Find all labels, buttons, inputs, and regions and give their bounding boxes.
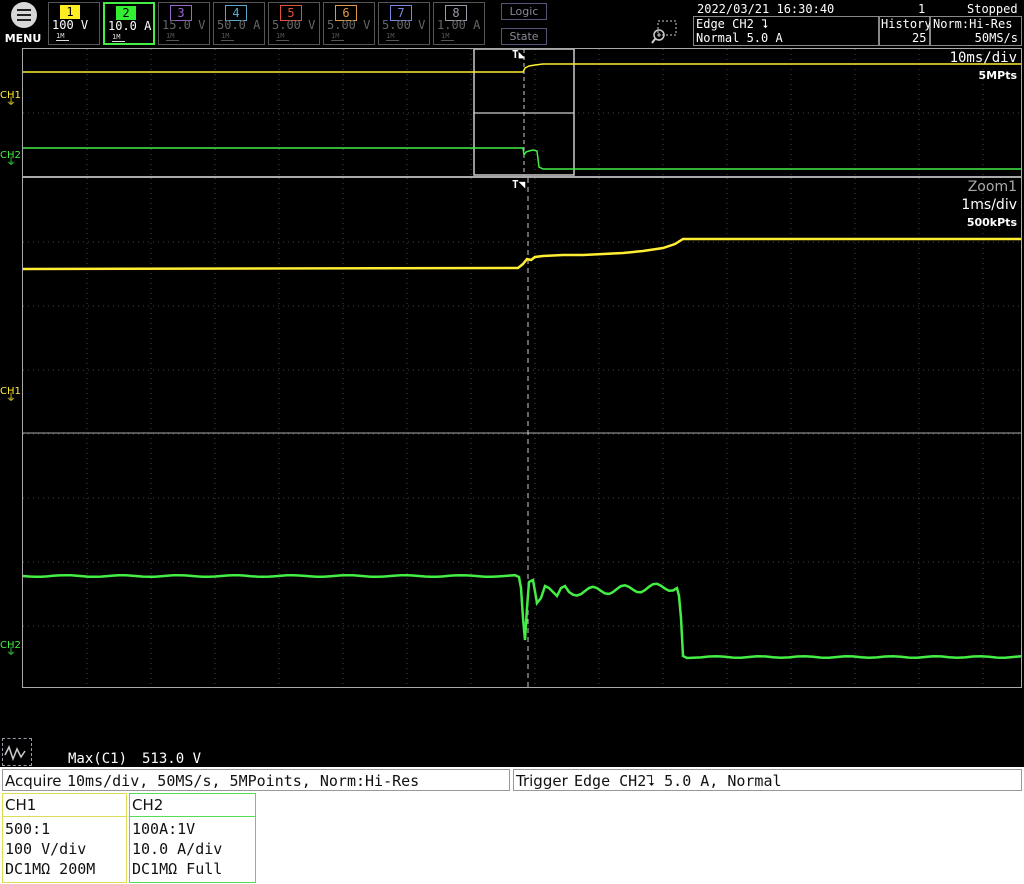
menu-icon xyxy=(11,2,37,28)
menu-button[interactable]: MENU xyxy=(2,2,44,46)
measure-value: 513.0 V xyxy=(142,751,202,767)
logic-button[interactable]: Logic xyxy=(501,3,547,20)
menu-label: MENU xyxy=(4,32,42,45)
ch2-panel-title: CH2 xyxy=(132,796,164,814)
trigger-summary[interactable]: Edge CH2 ⮧ Normal 5.0 A xyxy=(693,16,879,46)
main-ch1-label: CH1 xyxy=(0,90,21,101)
main-ch1-trace xyxy=(23,63,1021,73)
measure-label: Max(C1) xyxy=(68,751,128,767)
channel-1-scale: 100 V xyxy=(52,18,89,32)
channel-6-coupling-icon: 1M xyxy=(331,32,344,41)
channel-2-button[interactable]: 2 10.0 A 1M xyxy=(103,2,155,45)
ch1-panel-title: CH1 xyxy=(5,796,37,814)
ch2-probe: 100A:1V xyxy=(132,820,196,838)
channel-1-coupling-icon: 1M xyxy=(56,32,69,41)
channel-5-number: 5 xyxy=(280,5,302,21)
main-waveform-window[interactable]: 10ms/div 5MPts xyxy=(22,48,1022,177)
acquire-text: 10ms/div, 50MS/s, 5MPoints, Norm:Hi-Res xyxy=(67,772,420,790)
channel-2-scale: 10.0 A xyxy=(108,19,152,33)
channel-2-coupling-icon: 1M xyxy=(112,33,125,42)
run-status[interactable]: Stopped xyxy=(967,2,1018,16)
sample-rate: 50MS/s xyxy=(974,31,1018,45)
zoom-ch1-trace xyxy=(23,237,1021,271)
zoom-ch1-label: CH1 xyxy=(0,386,21,397)
acquire-summary[interactable]: Acquire 10ms/div, 50MS/s, 5MPoints, Norm… xyxy=(2,769,510,791)
trigger-label: Trigger xyxy=(516,772,568,790)
channel-7-button[interactable]: 7 5.00 V 1M xyxy=(378,2,430,45)
history-box[interactable]: History 25 xyxy=(879,16,932,46)
channel-7-scale: 5.00 V xyxy=(382,18,426,32)
channel-8-number: 8 xyxy=(445,5,467,21)
channel-3-number: 3 xyxy=(170,5,192,21)
channel-5-coupling-icon: 1M xyxy=(276,32,289,41)
channel-3-coupling-icon: 1M xyxy=(166,32,179,41)
history-label: History xyxy=(881,17,932,31)
trigger-line1: Edge CH2 ⮧ xyxy=(696,17,769,31)
zoom-ch2-label: CH2 xyxy=(0,640,21,651)
datetime: 2022/03/21 16:30:40 xyxy=(697,2,835,16)
main-points: 5MPts xyxy=(978,69,1017,82)
ch1-coupling: DC1MΩ 200M xyxy=(5,860,96,878)
channel-8-coupling-icon: 1M xyxy=(441,32,454,41)
channel-4-number: 4 xyxy=(225,5,247,21)
channel-7-coupling-icon: 1M xyxy=(386,32,399,41)
channel-7-number: 7 xyxy=(390,5,412,21)
zoom-ch2-marker[interactable]: CH2 ⏚ xyxy=(0,640,21,658)
info-panel xyxy=(0,767,1024,884)
zoom-points: 500kPts xyxy=(966,216,1017,229)
ch2-scale: 10.0 A/div xyxy=(132,840,223,858)
channel-4-coupling-icon: 1M xyxy=(221,32,234,41)
trigger-line2: Normal 5.0 A xyxy=(696,31,783,45)
channel-1-button[interactable]: 1 100 V 1M xyxy=(48,2,100,45)
acquisition-box[interactable]: Norm:Hi-Res 50MS/s xyxy=(930,16,1022,46)
channel-8-scale: 1.00 A xyxy=(437,18,481,32)
state-button[interactable]: State xyxy=(501,28,547,45)
channel-4-scale: 50.0 A xyxy=(217,18,261,32)
main-ch2-label: CH2 xyxy=(0,150,21,161)
zoom-ch1-marker[interactable]: CH1 ⏚ xyxy=(0,386,21,404)
ch1-settings-panel[interactable]: CH1 500:1 100 V/div DC1MΩ 200M xyxy=(2,793,127,883)
acquire-label: Acquire xyxy=(5,772,62,790)
acq-count: 1 xyxy=(918,2,926,16)
channel-3-button[interactable]: 3 15.0 V 1M xyxy=(158,2,210,45)
trigger-text: Edge CH2⮧ 5.0 A, Normal xyxy=(574,772,782,790)
ch1-probe: 500:1 xyxy=(5,820,51,838)
zoom-ch2-trace xyxy=(23,573,1021,660)
channel-8-button[interactable]: 8 1.00 A 1M xyxy=(433,2,485,45)
ch2-settings-panel[interactable]: CH2 100A:1V 10.0 A/div DC1MΩ Full xyxy=(129,793,256,883)
ch1-scale: 100 V/div xyxy=(5,840,87,858)
channel-5-scale: 5.00 V xyxy=(272,18,316,32)
channel-6-button[interactable]: 6 5.00 V 1M xyxy=(323,2,375,45)
channel-3-scale: 15.0 V xyxy=(162,18,206,32)
zoom-waveform-window[interactable]: Zoom1 1ms/div 500kPts xyxy=(22,177,1022,688)
ch2-coupling: DC1MΩ Full xyxy=(132,860,223,878)
channel-1-number: 1 xyxy=(60,5,80,19)
channel-4-button[interactable]: 4 50.0 A 1M xyxy=(213,2,265,45)
main-trigger-marker-bottom: T◥ xyxy=(512,178,526,191)
main-ch2-trace xyxy=(23,147,1021,170)
main-timebase: 10ms/div xyxy=(949,50,1017,66)
measure-icon[interactable] xyxy=(2,738,32,766)
zoom-label: Zoom1 xyxy=(967,179,1017,195)
main-grid xyxy=(23,49,1021,176)
channel-6-scale: 5.00 V xyxy=(327,18,371,32)
main-trigger-marker-top: T◣ xyxy=(512,48,526,61)
main-ch1-marker[interactable]: CH1 ⏚ xyxy=(0,90,21,108)
trigger-settings[interactable]: Trigger Edge CH2⮧ 5.0 A, Normal xyxy=(513,769,1022,791)
main-ch2-marker[interactable]: CH2 ⏚ xyxy=(0,150,21,168)
history-value: 25 xyxy=(912,31,927,45)
zoom-timebase: 1ms/div xyxy=(961,197,1017,213)
zoom-icon[interactable] xyxy=(650,20,680,46)
channel-2-number: 2 xyxy=(116,6,136,20)
acq-mode: Norm:Hi-Res xyxy=(933,17,1013,31)
channel-6-number: 6 xyxy=(335,5,357,21)
channel-5-button[interactable]: 5 5.00 V 1M xyxy=(268,2,320,45)
